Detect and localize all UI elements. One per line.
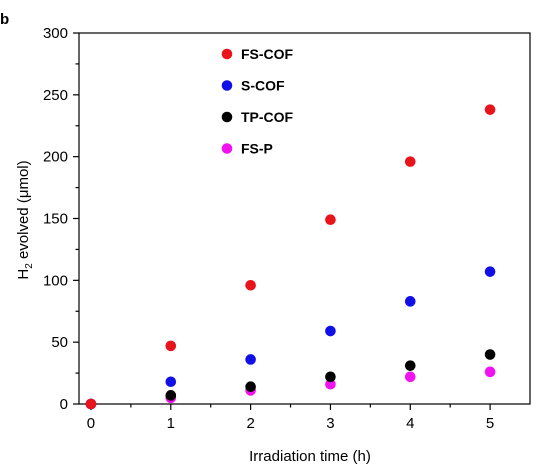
x-tick-label: 5 [486,415,494,432]
plot-frame [78,32,531,405]
data-point-fs-cof [165,340,177,352]
data-point-s-cof [484,266,496,277]
panel-label: b [0,11,9,28]
x-tick-label: 1 [167,415,175,432]
data-point-s-cof [165,376,177,388]
x-tick-label: 3 [326,415,334,432]
legend-marker-fs-cof [221,48,233,60]
legend-marker-s-cof [221,80,233,91]
data-point-fs-cof [245,279,256,291]
y-tick-label: 150 [43,211,68,228]
data-point-s-cof [325,325,336,337]
data-point-tp-cof [245,381,256,392]
y-tick-label: 100 [43,272,68,289]
y-tick-label: 0 [60,396,68,413]
data-point-tp-cof [484,349,496,360]
y-axis-ticks: 0 50 100 150 200 250 300 [43,25,79,413]
legend-label-s-cof: S-COF [241,78,285,94]
x-axis-ticks: 0 1 2 3 4 5 [87,404,494,432]
data-point-fs-p [484,366,496,378]
data-point-tp-cof [325,371,336,383]
data-point-fs-p [325,378,336,390]
y-tick-label: 300 [43,25,68,42]
y-axis-label-suffix: evolved (μmol) [15,160,32,263]
data-point-fs-cof [404,156,416,167]
data-point-fs-cof [325,214,336,226]
data-point-s-cof [245,354,256,365]
y-tick-label: 200 [43,149,68,166]
y-tick-label: 250 [43,87,68,104]
y-axis-label-subscript: 2 [24,263,35,269]
legend-marker-tp-cof [221,111,233,123]
legend-marker-fs-p [221,143,233,154]
legend-label-tp-cof: TP-COF [241,109,294,125]
axes [78,32,531,405]
y-axis-label-prefix: H [15,269,32,280]
x-tick-label: 2 [246,415,254,432]
x-tick-label: 4 [406,415,414,432]
data-point-fs-cof [85,398,97,410]
data-point-fs-p [404,371,416,383]
y-tick-label: 50 [51,334,68,351]
data-point-s-cof [404,296,416,307]
x-tick-label: 0 [87,415,95,432]
legend-label-fs-p: FS-P [241,141,273,157]
x-axis-label: Irradiation time (h) [249,448,371,465]
data-point-tp-cof [404,360,416,371]
y-axis-label: H2 evolved (μmol) [15,160,35,279]
data-point-fs-cof [484,104,496,115]
data-point-tp-cof [165,390,177,401]
legend: FS-COF S-COF TP-COF FS-P [221,46,294,157]
legend-label-fs-cof: FS-COF [241,46,294,62]
data-points [85,104,496,410]
